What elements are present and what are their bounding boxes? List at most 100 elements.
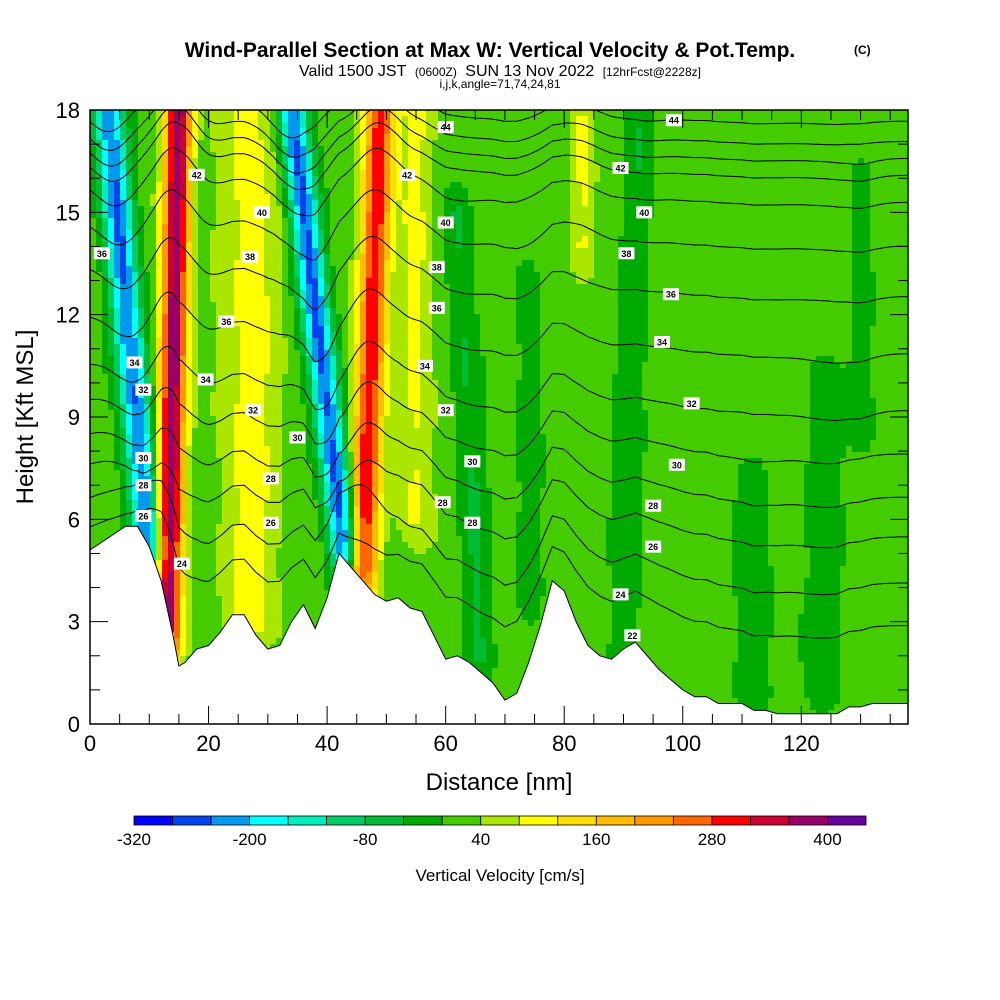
velocity-cell (678, 284, 685, 291)
velocity-cell (198, 290, 205, 297)
velocity-cell (186, 254, 193, 261)
velocity-cell (864, 122, 871, 129)
velocity-cell (402, 134, 409, 141)
velocity-cell (672, 254, 679, 261)
velocity-cell (288, 284, 295, 291)
velocity-cell (420, 314, 427, 321)
velocity-cell (312, 206, 319, 213)
velocity-cell (840, 296, 847, 303)
velocity-cell (108, 110, 115, 117)
velocity-cell (600, 302, 607, 309)
velocity-cell (282, 242, 289, 249)
velocity-cell (684, 266, 691, 273)
velocity-cell (432, 236, 439, 243)
velocity-cell (180, 128, 187, 135)
velocity-cell (846, 182, 853, 189)
velocity-cell (798, 266, 805, 273)
velocity-cell (858, 308, 865, 315)
velocity-cell (534, 224, 541, 231)
velocity-cell (480, 314, 487, 321)
velocity-cell (396, 284, 403, 291)
velocity-cell (828, 266, 835, 273)
velocity-cell (582, 242, 589, 249)
velocity-cell (102, 200, 109, 207)
velocity-cell (462, 224, 469, 231)
velocity-cell (768, 284, 775, 291)
velocity-cell (792, 272, 799, 279)
velocity-cell (216, 188, 223, 195)
velocity-cell (648, 296, 655, 303)
velocity-cell (876, 302, 883, 309)
velocity-cell (264, 200, 271, 207)
velocity-cell (684, 218, 691, 225)
velocity-cell (474, 272, 481, 279)
velocity-cell (114, 254, 121, 261)
velocity-cell (690, 218, 697, 225)
velocity-cell (258, 248, 265, 255)
velocity-cell (276, 194, 283, 201)
velocity-cell (366, 242, 373, 249)
velocity-cell (498, 320, 505, 327)
velocity-cell (474, 152, 481, 159)
velocity-cell (174, 200, 181, 207)
velocity-cell (306, 182, 313, 189)
velocity-cell (546, 194, 553, 201)
velocity-cell (300, 314, 307, 321)
velocity-cell (516, 230, 523, 237)
velocity-cell (198, 260, 205, 267)
velocity-cell (618, 224, 625, 231)
velocity-cell (174, 278, 181, 285)
velocity-cell (558, 296, 565, 303)
velocity-cell (432, 218, 439, 225)
velocity-cell (132, 290, 139, 297)
velocity-cell (366, 284, 373, 291)
velocity-cell (270, 278, 277, 285)
velocity-cell (864, 206, 871, 213)
velocity-cell (180, 206, 187, 213)
velocity-cell (222, 212, 229, 219)
velocity-cell (570, 278, 577, 285)
velocity-cell (132, 272, 139, 279)
velocity-cell (312, 326, 319, 333)
velocity-cell (300, 260, 307, 267)
velocity-cell (846, 122, 853, 129)
velocity-cell (306, 188, 313, 195)
velocity-cell (648, 122, 655, 129)
velocity-cell (882, 254, 889, 261)
velocity-cell (840, 236, 847, 243)
velocity-cell (150, 308, 157, 315)
velocity-cell (126, 164, 133, 171)
velocity-cell (306, 272, 313, 279)
velocity-cell (438, 146, 445, 153)
velocity-cell (168, 206, 175, 213)
velocity-cell (354, 284, 361, 291)
velocity-cell (906, 116, 908, 123)
velocity-cell (606, 248, 613, 255)
velocity-cell (726, 206, 733, 213)
velocity-cell (840, 254, 847, 261)
velocity-cell (576, 272, 583, 279)
velocity-cell (240, 206, 247, 213)
velocity-cell (570, 140, 577, 147)
velocity-cell (378, 200, 385, 207)
velocity-cell (564, 164, 571, 171)
velocity-cell (384, 236, 391, 243)
velocity-cell (282, 194, 289, 201)
velocity-cell (126, 212, 133, 219)
velocity-cell (732, 188, 739, 195)
velocity-cell (90, 284, 97, 291)
velocity-cell (510, 194, 517, 201)
velocity-cell (858, 254, 865, 261)
velocity-cell (612, 284, 619, 291)
velocity-cell (180, 176, 187, 183)
velocity-cell (474, 302, 481, 309)
velocity-cell (318, 218, 325, 225)
velocity-cell (240, 122, 247, 129)
velocity-cell (228, 224, 235, 231)
velocity-cell (486, 206, 493, 213)
velocity-cell (264, 134, 271, 141)
velocity-cell (90, 248, 97, 255)
velocity-cell (594, 170, 601, 177)
velocity-cell (762, 242, 769, 249)
velocity-cell (162, 272, 169, 279)
